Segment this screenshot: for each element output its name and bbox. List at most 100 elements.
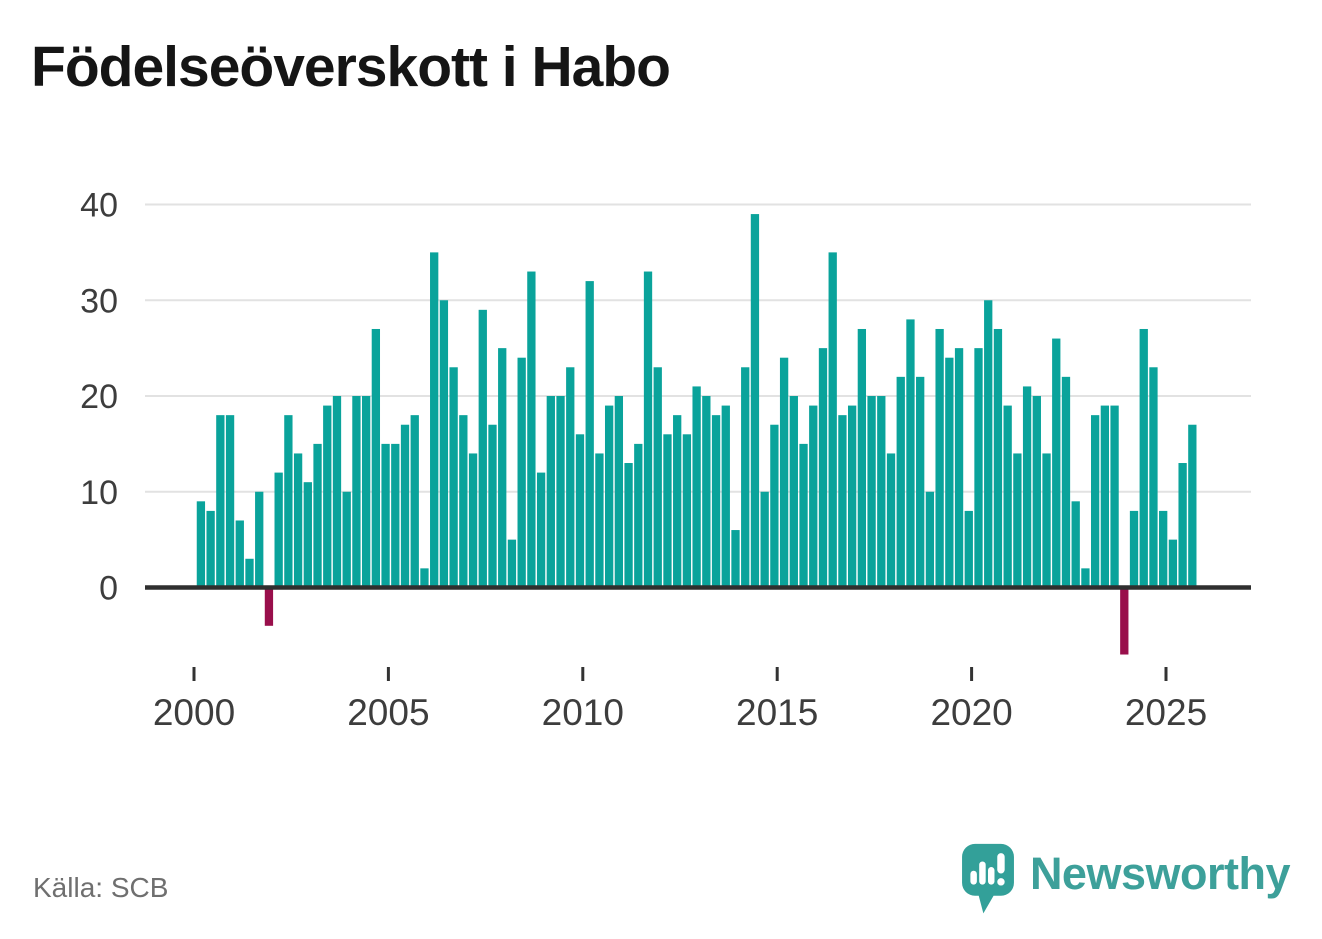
- bar-q13-value-19: [323, 405, 332, 588]
- bar-q77-value-24: [945, 357, 954, 588]
- logo-mini-bar-2: [979, 861, 986, 885]
- bar-q72-value-22: [896, 376, 905, 588]
- x-axis-label-2015: 2015: [736, 692, 818, 733]
- bar-q93-value-19: [1100, 405, 1110, 588]
- bar-q100-value-5: [1168, 539, 1178, 588]
- bar-q95-value--7: [1120, 587, 1129, 655]
- y-axis-label-30: 30: [80, 282, 118, 320]
- bar-q18-value-27: [371, 328, 381, 588]
- bar-q56-value-23: [741, 367, 750, 588]
- newsworthy-wordmark: Newsworthy: [1029, 848, 1291, 899]
- bar-q66-value-18: [838, 415, 847, 588]
- bar-q58-value-10: [760, 491, 769, 588]
- bar-q20-value-15: [391, 443, 400, 588]
- bar-q17-value-20: [361, 396, 371, 588]
- bar-q87-value-14: [1042, 453, 1051, 588]
- bar-q86-value-20: [1032, 396, 1041, 588]
- bar-q39-value-16: [575, 434, 585, 588]
- bar-q33-value-24: [517, 357, 526, 588]
- bar-q64-value-25: [818, 348, 828, 588]
- logo-mini-bar-3: [987, 867, 995, 885]
- bar-q3-value-18: [225, 415, 235, 588]
- bar-q5-value-3: [245, 558, 254, 588]
- bar-q50-value-16: [682, 434, 692, 588]
- bar-q42-value-19: [604, 405, 614, 588]
- bar-chart-plot: 0 10 20 30 40 2000 2005 2010 2015 2020 2025: [80, 187, 1251, 733]
- bar-q84-value-14: [1013, 453, 1022, 588]
- x-axis-label-2020: 2020: [930, 692, 1012, 733]
- bar-q53-value-18: [711, 415, 721, 588]
- bar-q90-value-9: [1071, 501, 1080, 588]
- bar-q88-value-26: [1052, 338, 1061, 588]
- bar-q102-value-17: [1188, 424, 1197, 588]
- bar-q49-value-18: [673, 415, 682, 588]
- logo-exclamation-dot: [997, 878, 1005, 886]
- bar-q99-value-8: [1159, 510, 1168, 588]
- bar-q46-value-33: [643, 271, 653, 588]
- bar-q34-value-33: [527, 271, 536, 588]
- bar-q28-value-14: [468, 453, 478, 588]
- bar-q6-value-10: [255, 491, 264, 588]
- bar-q68-value-27: [857, 328, 867, 588]
- bar-q62-value-15: [799, 443, 808, 588]
- bar-q71-value-14: [886, 453, 896, 588]
- bar-q37-value-20: [556, 396, 565, 588]
- y-axis-label-0: 0: [99, 570, 118, 608]
- bar-q4-value-7: [235, 520, 244, 588]
- bar-q78-value-25: [954, 348, 964, 588]
- bar-q12-value-15: [313, 443, 322, 588]
- bar-q11-value-11: [303, 482, 312, 588]
- bar-q101-value-13: [1178, 463, 1187, 588]
- bar-q81-value-30: [984, 300, 993, 588]
- bar-q55-value-6: [731, 530, 740, 588]
- newsworthy-logo-icon: [961, 843, 1014, 914]
- bar-q24-value-35: [430, 252, 439, 588]
- logo-exclamation-stem: [997, 853, 1005, 874]
- bar-q83-value-19: [1003, 405, 1012, 588]
- bar-q15-value-10: [342, 491, 351, 588]
- newsworthy-brand: Newsworthy: [960, 842, 1291, 918]
- bar-q30-value-17: [488, 424, 497, 588]
- bar-q89-value-22: [1061, 376, 1071, 588]
- bar-q74-value-22: [916, 376, 925, 588]
- bar-q48-value-16: [663, 434, 672, 588]
- bar-q79-value-8: [964, 510, 973, 588]
- bar-q92-value-18: [1090, 415, 1100, 588]
- bar-q75-value-10: [925, 491, 935, 588]
- bar-q19-value-15: [381, 443, 390, 588]
- bar-q40-value-32: [585, 281, 594, 588]
- y-axis-label-40: 40: [80, 187, 118, 225]
- bar-q91-value-2: [1081, 568, 1090, 588]
- bar-q36-value-20: [546, 396, 555, 588]
- bar-q31-value-25: [498, 348, 507, 588]
- bar-q35-value-12: [536, 472, 546, 588]
- bar-q1-value-8: [206, 510, 215, 588]
- bar-q96-value-8: [1129, 510, 1139, 588]
- bar-q51-value-21: [692, 386, 701, 588]
- x-axis-label-2005: 2005: [347, 692, 429, 733]
- bar-q85-value-21: [1022, 386, 1032, 588]
- bar-q98-value-23: [1149, 367, 1158, 588]
- bar-q60-value-24: [779, 357, 789, 588]
- chart-title: Födelseöverskott i Habo: [31, 35, 671, 99]
- bar-q59-value-17: [770, 424, 779, 588]
- x-axis-label-2000: 2000: [153, 692, 235, 733]
- bar-q54-value-19: [721, 405, 730, 588]
- bar-q16-value-20: [352, 396, 361, 588]
- y-axis-label-20: 20: [80, 378, 118, 416]
- bar-q9-value-18: [284, 415, 293, 588]
- logo-mini-bar-1: [970, 870, 977, 885]
- bar-q14-value-20: [332, 396, 342, 588]
- bar-q94-value-19: [1110, 405, 1119, 588]
- x-axis-label-2025: 2025: [1125, 692, 1207, 733]
- bar-q25-value-30: [439, 300, 449, 588]
- x-axis-label-2010: 2010: [542, 692, 624, 733]
- bar-q27-value-18: [459, 415, 468, 588]
- bar-q8-value-12: [274, 472, 283, 588]
- bar-q22-value-18: [410, 415, 419, 588]
- bar-q67-value-19: [847, 405, 857, 588]
- bar-q26-value-23: [449, 367, 458, 588]
- bar-q73-value-28: [906, 319, 915, 588]
- bar-q63-value-19: [809, 405, 818, 588]
- bar-q10-value-14: [293, 453, 303, 588]
